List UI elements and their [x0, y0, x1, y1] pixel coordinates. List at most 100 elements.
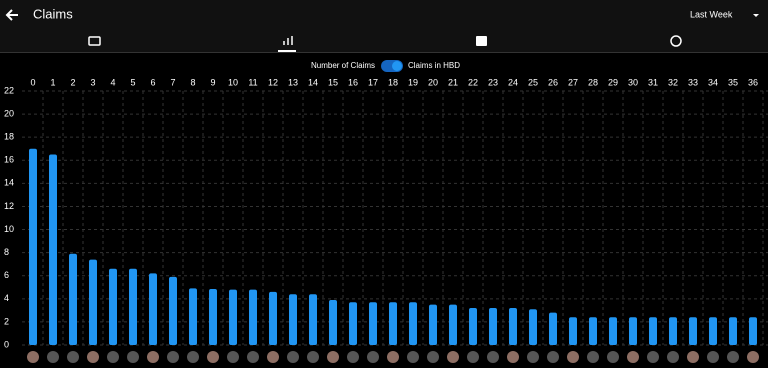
- back-button[interactable]: [5, 9, 18, 21]
- x-tick-label: 16: [348, 77, 358, 87]
- x-tick-label: 11: [248, 77, 257, 87]
- dropdown-arrow[interactable]: [753, 14, 759, 17]
- x-tick-label: 22: [468, 77, 478, 87]
- user-avatar: [207, 351, 219, 363]
- user-avatar: [447, 351, 459, 363]
- user-avatar: [227, 351, 239, 363]
- x-tick-label: 24: [508, 77, 518, 87]
- toggle-knob[interactable]: [392, 61, 402, 71]
- tab-icon-calendar[interactable]: [476, 36, 487, 46]
- bar: [689, 317, 697, 345]
- bar: [369, 302, 377, 345]
- toggle-right-label: Claims in HBD: [408, 61, 460, 70]
- bar: [169, 276, 177, 345]
- x-tick-label: 4: [110, 77, 115, 87]
- user-avatar: [127, 351, 139, 363]
- user-avatar: [747, 351, 759, 363]
- y-tick-label: 4: [4, 293, 9, 303]
- user-avatar: [87, 351, 99, 363]
- period-select[interactable]: Last Week: [690, 9, 733, 19]
- user-avatar: [707, 351, 719, 363]
- bar: [709, 317, 717, 345]
- bar: [389, 302, 397, 345]
- bar: [29, 148, 37, 345]
- x-tick-label: 10: [228, 77, 238, 87]
- x-tick-label: 5: [130, 77, 135, 87]
- bar: [269, 291, 277, 345]
- user-avatar: [547, 351, 559, 363]
- toggle-left-label: Number of Claims: [311, 61, 375, 70]
- x-tick-label: 33: [688, 77, 698, 87]
- bar: [669, 317, 677, 345]
- x-tick-label: 15: [328, 77, 338, 87]
- user-avatar: [427, 351, 439, 363]
- bar: [489, 308, 497, 345]
- bar: [89, 259, 97, 345]
- x-tick-label: 29: [608, 77, 618, 87]
- user-avatar: [287, 351, 299, 363]
- x-tick-label: 34: [708, 77, 718, 87]
- bar: [469, 308, 477, 345]
- user-avatar: [307, 351, 319, 363]
- user-avatar: [187, 351, 199, 363]
- bar: [649, 317, 657, 345]
- user-avatar: [527, 351, 539, 363]
- user-avatar: [107, 351, 119, 363]
- x-tick-label: 14: [308, 77, 318, 87]
- x-tick-label: 3: [90, 77, 95, 87]
- user-avatar: [567, 351, 579, 363]
- x-tick-label: 20: [428, 77, 438, 87]
- x-tick-label: 30: [628, 77, 638, 87]
- user-avatar: [267, 351, 279, 363]
- bar: [69, 253, 77, 345]
- bar: [749, 317, 757, 345]
- x-tick-label: 32: [668, 77, 678, 87]
- y-tick-label: 20: [4, 108, 14, 118]
- user-avatar: [607, 351, 619, 363]
- user-avatar: [407, 351, 419, 363]
- bar: [569, 317, 577, 345]
- bar: [129, 268, 137, 345]
- bar: [429, 304, 437, 345]
- user-avatar: [47, 351, 59, 363]
- bar: [249, 289, 257, 345]
- bar: [729, 317, 737, 345]
- bar: [209, 289, 217, 345]
- x-tick-label: 25: [528, 77, 538, 87]
- x-tick-label: 17: [368, 77, 378, 87]
- bar: [609, 317, 617, 345]
- user-avatar: [727, 351, 739, 363]
- y-tick-label: 8: [4, 247, 9, 257]
- bar: [329, 299, 337, 345]
- y-tick-label: 2: [4, 316, 9, 326]
- tab-icon-clock[interactable]: [670, 35, 682, 47]
- x-tick-label: 12: [268, 77, 278, 87]
- x-tick-label: 23: [488, 77, 498, 87]
- y-tick-label: 6: [4, 270, 9, 280]
- user-avatar: [507, 351, 519, 363]
- tab-icon-cards[interactable]: [88, 36, 101, 46]
- user-avatar: [347, 351, 359, 363]
- x-tick-label: 2: [70, 77, 75, 87]
- user-avatar: [667, 351, 679, 363]
- x-tick-label: 0: [30, 77, 35, 87]
- user-avatar: [247, 351, 259, 363]
- bar: [449, 304, 457, 345]
- user-avatar: [467, 351, 479, 363]
- user-avatar: [627, 351, 639, 363]
- bar: [529, 309, 537, 345]
- bar: [629, 317, 637, 345]
- tab-icon-chart[interactable]: [283, 36, 293, 45]
- bar: [509, 308, 517, 345]
- y-tick-label: 22: [4, 85, 14, 95]
- x-tick-label: 13: [288, 77, 298, 87]
- user-avatar: [387, 351, 399, 363]
- user-avatar: [367, 351, 379, 363]
- user-avatar: [147, 351, 159, 363]
- bar: [589, 317, 597, 345]
- x-tick-label: 28: [588, 77, 598, 87]
- user-avatar: [487, 351, 499, 363]
- y-tick-label: 14: [4, 178, 14, 188]
